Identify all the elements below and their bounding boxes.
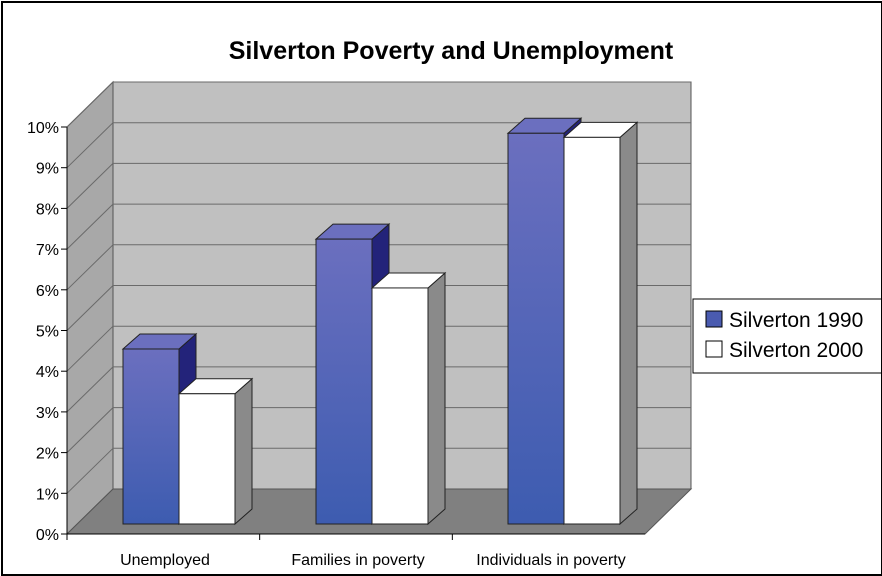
gridline-side <box>66 122 114 169</box>
legend-label: Silverton 2000 <box>729 339 863 362</box>
y-tick-label: 9% <box>36 161 59 178</box>
y-tick-label: 6% <box>36 283 59 300</box>
y-tick-label: 1% <box>36 486 59 503</box>
bars <box>121 117 639 526</box>
gridline-side <box>66 244 114 291</box>
y-tick-label: 2% <box>36 446 59 463</box>
bar-front <box>315 238 373 525</box>
legend-swatch <box>705 340 723 358</box>
y-tick-label: 8% <box>36 201 59 218</box>
chart-title: Silverton Poverty and Unemployment <box>229 37 674 65</box>
legend: Silverton 1990 Silverton 2000 <box>692 298 881 374</box>
bar-side <box>619 121 638 526</box>
gridline-side <box>66 325 114 372</box>
bar-front <box>507 132 565 525</box>
gridline-side <box>66 447 114 494</box>
y-tick-label: 3% <box>36 405 59 422</box>
bar-front <box>178 393 236 525</box>
gridline-side <box>66 407 114 453</box>
bar-front <box>563 136 621 525</box>
chart-canvas: Silverton Poverty and Unemployment 0% 1% 2… <box>27 37 881 569</box>
bar-front <box>122 348 180 525</box>
bar-2000-0 <box>177 377 254 526</box>
bar-front <box>371 287 429 525</box>
legend-box <box>692 298 881 374</box>
y-tick-label: 0% <box>36 527 59 544</box>
y-tick-label: 7% <box>36 242 59 259</box>
bar-side <box>427 271 446 526</box>
gridline-side <box>66 203 114 250</box>
y-tick-label: 4% <box>36 364 59 381</box>
gridline-side <box>66 163 114 209</box>
bar-2000-2 <box>562 121 639 526</box>
category-label: Individuals in poverty <box>476 552 625 569</box>
legend-label: Silverton 1990 <box>729 309 863 332</box>
gridline-side <box>66 81 114 128</box>
x-axis-categories: Unemployed Families in poverty Individuals… <box>66 533 645 569</box>
y-tick-label: 5% <box>36 324 59 341</box>
legend-swatch <box>705 310 723 328</box>
y-axis-ticks: 0% 1% 2% 3% 4% 5% 6% 7% 8% 9% 10% <box>27 120 68 544</box>
gridline-side <box>66 366 114 413</box>
bar-side <box>234 377 253 526</box>
gridline-side <box>66 285 114 331</box>
category-label: Families in poverty <box>291 552 424 569</box>
category-label: Unemployed <box>120 552 210 569</box>
bar-2000-1 <box>370 271 447 526</box>
y-tick-label: 10% <box>27 120 59 137</box>
